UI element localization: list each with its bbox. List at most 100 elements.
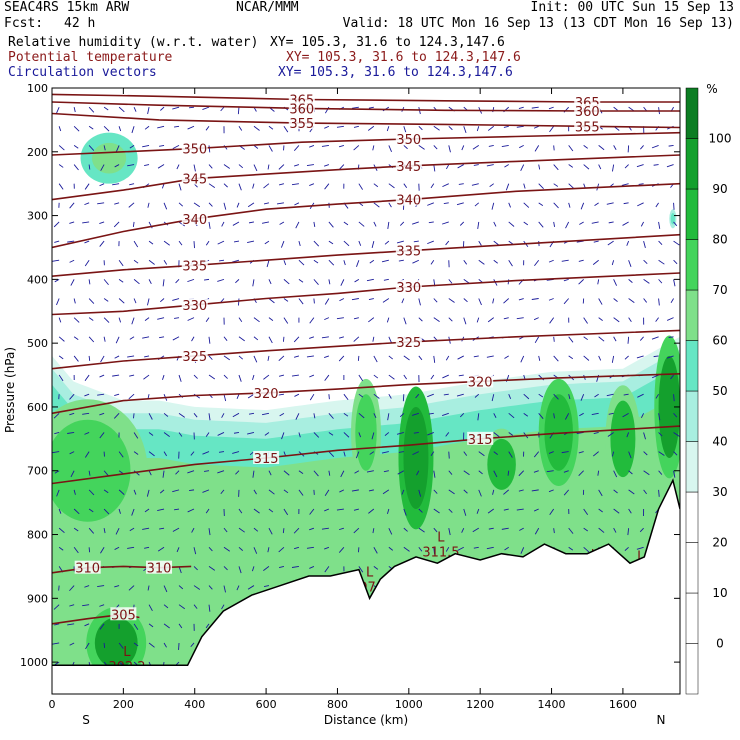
circulation-vector-833 bbox=[578, 470, 584, 476]
circulation-vector-1016 bbox=[263, 566, 270, 571]
circulation-vector-760 bbox=[118, 451, 124, 458]
circulation-vector-490 bbox=[476, 317, 480, 323]
colorbar-label-100: 100 bbox=[709, 132, 732, 146]
circulation-vector-977 bbox=[278, 546, 285, 553]
circulation-vector-87 bbox=[103, 145, 106, 151]
colorbar-label-60: 60 bbox=[712, 334, 727, 348]
circulation-vector-632 bbox=[84, 393, 90, 397]
circulation-vector-431 bbox=[220, 298, 225, 303]
circulation-vector-250 bbox=[655, 202, 659, 208]
circulation-vector-183 bbox=[278, 183, 285, 186]
circulation-vector-312 bbox=[328, 240, 334, 245]
circulation-vector-521 bbox=[309, 336, 315, 339]
circulation-vector-954 bbox=[534, 527, 540, 535]
circulation-vector-594 bbox=[143, 374, 150, 380]
circulation-vector-451 bbox=[518, 298, 524, 301]
circulation-vector-459 bbox=[643, 298, 648, 303]
circulation-vector-596 bbox=[178, 374, 182, 382]
circulation-vector-299 bbox=[133, 240, 139, 248]
circulation-vector-597 bbox=[193, 374, 198, 379]
circulation-vector-331 bbox=[607, 240, 614, 246]
circulation-vector-1013 bbox=[223, 566, 228, 571]
circulation-vector-870 bbox=[503, 489, 510, 495]
circulation-vector-44 bbox=[88, 125, 94, 130]
circulation-vector-728 bbox=[264, 432, 270, 436]
theta-label-315-1: 315 bbox=[468, 433, 493, 448]
circulation-vector-487 bbox=[433, 317, 440, 322]
circulation-vector-541 bbox=[613, 336, 617, 342]
circulation-vector-1065 bbox=[69, 642, 75, 646]
circulation-vector-219 bbox=[193, 202, 201, 208]
circulation-vector-492 bbox=[503, 317, 509, 320]
circulation-vector-37 bbox=[613, 106, 618, 111]
circulation-vector-178 bbox=[208, 183, 216, 189]
circulation-vector-890 bbox=[187, 508, 195, 513]
circulation-vector-102 bbox=[321, 144, 329, 147]
circulation-vector-206 bbox=[621, 183, 629, 186]
circulation-vector-844 bbox=[118, 489, 125, 495]
circulation-vector-713 bbox=[673, 413, 678, 418]
circulation-vector-705 bbox=[553, 413, 555, 419]
circulation-vector-846 bbox=[146, 489, 150, 497]
field-theta-name: Potential temperature bbox=[8, 50, 173, 65]
circulation-vector-282 bbox=[508, 221, 515, 227]
colorbar-swatch-3 bbox=[685, 491, 699, 543]
circulation-vector-384 bbox=[148, 279, 152, 285]
circulation-vector-468 bbox=[144, 317, 150, 321]
circulation-vector-923 bbox=[73, 527, 79, 532]
y-tick-label-1000: 1000 bbox=[20, 656, 48, 669]
circulation-vector-319 bbox=[427, 240, 434, 245]
circulation-vector-761 bbox=[133, 451, 139, 455]
circulation-vector-586 bbox=[653, 355, 659, 358]
circulation-vector-286 bbox=[565, 221, 570, 229]
circulation-vector-695 bbox=[399, 413, 405, 418]
circulation-vector-816 bbox=[328, 470, 331, 476]
circulation-vector-220 bbox=[208, 202, 213, 207]
circulation-vector-729 bbox=[281, 432, 285, 440]
circulation-vector-946 bbox=[418, 527, 425, 533]
circulation-vector-1031 bbox=[147, 585, 150, 591]
colorbar-swatch-0 bbox=[685, 643, 699, 695]
circulation-vector-738 bbox=[413, 432, 419, 434]
circulation-vector-381 bbox=[103, 279, 109, 286]
circulation-vector-352 bbox=[298, 259, 305, 266]
circulation-vector-980 bbox=[324, 546, 330, 550]
circulation-vector-94 bbox=[208, 145, 211, 153]
theta-label-bg-305-0 bbox=[110, 607, 137, 621]
circulation-vector-891 bbox=[205, 508, 210, 514]
circulation-vector-124 bbox=[651, 144, 659, 149]
circulation-vector-542 bbox=[627, 336, 630, 344]
circulation-vector-202 bbox=[568, 183, 575, 189]
circulation-vector-484 bbox=[386, 317, 390, 323]
circulation-vector-547 bbox=[73, 355, 79, 362]
circulation-vector-893 bbox=[238, 508, 243, 514]
circulation-vector-414 bbox=[597, 279, 600, 285]
rh-high-patch-core-1 bbox=[670, 213, 676, 225]
circulation-vector-64 bbox=[386, 126, 390, 132]
circulation-vector-231 bbox=[373, 202, 380, 208]
circulation-vector-899 bbox=[324, 508, 330, 512]
circulation-vector-235 bbox=[427, 202, 434, 206]
circulation-vector-162 bbox=[598, 164, 602, 170]
circulation-vector-307 bbox=[247, 240, 255, 244]
circulation-vector-239 bbox=[491, 202, 495, 210]
circulation-vector-387 bbox=[187, 278, 195, 283]
circulation-vector-933 bbox=[223, 527, 228, 533]
y-tick-label-500: 500 bbox=[27, 337, 48, 350]
circulation-vector-333 bbox=[643, 240, 646, 248]
circulation-vector-778 bbox=[381, 451, 389, 454]
circulation-vector-965 bbox=[100, 547, 105, 554]
circulation-vector-539 bbox=[583, 336, 588, 341]
circulation-vector-696 bbox=[411, 412, 419, 416]
circulation-vector-810 bbox=[235, 470, 240, 475]
colorbar-label-20: 20 bbox=[712, 536, 727, 550]
y-tick-label-400: 400 bbox=[27, 273, 48, 286]
circulation-vector-351 bbox=[283, 260, 287, 266]
circulation-vector-831 bbox=[546, 470, 554, 473]
circulation-vector-797 bbox=[673, 451, 678, 456]
circulation-vector-881 bbox=[58, 508, 62, 514]
circulation-vector-652 bbox=[388, 393, 392, 399]
circulation-vector-348 bbox=[232, 259, 240, 263]
circulation-vector-704 bbox=[538, 413, 544, 420]
circulation-vector-543 bbox=[639, 336, 644, 341]
